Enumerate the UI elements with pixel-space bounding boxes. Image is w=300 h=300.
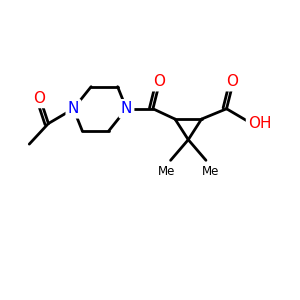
Text: OH: OH bbox=[248, 116, 272, 131]
Text: Me: Me bbox=[202, 165, 219, 178]
Text: N: N bbox=[68, 101, 79, 116]
Text: O: O bbox=[34, 91, 46, 106]
Text: N: N bbox=[121, 101, 132, 116]
Text: Me: Me bbox=[158, 165, 175, 178]
Text: O: O bbox=[226, 74, 238, 89]
Text: O: O bbox=[153, 74, 165, 89]
